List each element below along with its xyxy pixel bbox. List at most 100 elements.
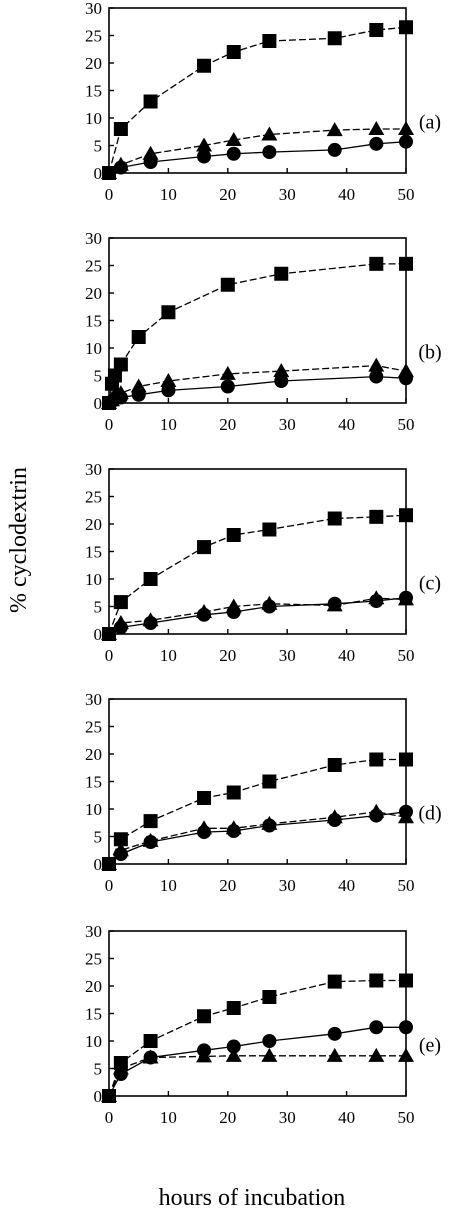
triangle-marker: [326, 122, 343, 137]
square-marker: [399, 508, 413, 523]
square-marker: [262, 774, 277, 789]
triangle-marker: [368, 1047, 385, 1062]
y-tick-label: 0: [94, 625, 103, 644]
square-marker: [107, 368, 122, 383]
y-tick-label: 5: [94, 598, 103, 617]
y-tick-label: 0: [94, 1087, 103, 1106]
square-marker: [197, 1009, 212, 1024]
circle-marker: [262, 818, 277, 833]
y-tick-label: 30: [85, 229, 102, 248]
square-marker: [262, 990, 277, 1004]
triangle-marker: [196, 137, 213, 152]
y-tick-label: 15: [85, 1005, 102, 1024]
panel-label: (b): [418, 341, 441, 363]
panel-label: (e): [419, 1034, 441, 1056]
triangle-marker: [130, 378, 147, 393]
triangle-marker: [398, 1047, 414, 1062]
x-tick-label: 0: [105, 646, 114, 665]
x-tick-label: 30: [279, 185, 296, 204]
square-marker: [369, 752, 384, 767]
triangle-marker: [368, 121, 385, 135]
panel-4: 0 5 10 15 20 25 30 0 10 20 30 40 50 (d): [85, 690, 442, 895]
triangle-marker: [219, 365, 236, 380]
x-tick-label: 20: [219, 415, 236, 434]
circle-marker: [102, 857, 116, 871]
y-tick-label: 30: [85, 0, 102, 18]
square-marker: [369, 973, 384, 988]
x-tick-label: 50: [398, 646, 415, 665]
square-marker: [197, 58, 212, 73]
square-marker: [327, 758, 342, 772]
y-tick-label: 15: [85, 312, 102, 331]
triangle-marker: [101, 1088, 117, 1102]
square-marker: [197, 791, 212, 805]
circle-marker: [197, 607, 212, 622]
panel-label: (c): [419, 572, 441, 594]
triangle-marker: [261, 1047, 278, 1062]
circle-marker: [399, 590, 413, 605]
triangle-marker: [261, 126, 278, 141]
y-tick-label: 25: [85, 718, 102, 737]
y-tick-label: 10: [85, 1032, 102, 1051]
y-tick-label: 25: [85, 950, 102, 969]
x-tick-label: 10: [160, 185, 177, 204]
circle-marker: [143, 155, 158, 169]
y-tick-label: 0: [94, 164, 103, 183]
x-tick-label: 40: [338, 185, 355, 204]
square-marker: [262, 34, 277, 48]
circle-marker: [143, 616, 158, 630]
square-marker: [226, 45, 241, 59]
y-tick-label: 10: [85, 800, 102, 819]
square-marker: [262, 522, 277, 537]
y-tick-label: 30: [85, 460, 102, 479]
square-marker: [113, 595, 128, 610]
triangle-marker: [196, 1048, 213, 1063]
x-tick-label: 0: [105, 415, 114, 434]
plot-frame: [108, 930, 407, 1097]
y-tick-label: 25: [85, 488, 102, 507]
square-marker: [113, 832, 128, 847]
x-tick-label: 0: [105, 185, 114, 204]
x-tick-label: 40: [338, 1108, 355, 1127]
y-tick-label: 5: [94, 828, 103, 847]
square-marker: [113, 357, 128, 372]
circle-marker: [113, 847, 128, 862]
x-tick-label: 20: [219, 646, 236, 665]
square-marker: [399, 752, 413, 767]
x-tick-label: 30: [279, 646, 296, 665]
y-tick-label: 0: [94, 855, 103, 874]
circle-marker: [197, 149, 212, 164]
circle-marker: [262, 1034, 277, 1048]
x-tick-label: 20: [219, 185, 236, 204]
panel-3: 0 5 10 15 20 25 30 0 10 20 30 40 50 (c): [85, 460, 441, 665]
y-tick-label: 15: [85, 82, 102, 101]
panel-5: 0 5 10 15 20 25 30 0 10 20 30 40 50 (e): [85, 922, 441, 1127]
circle-marker: [399, 134, 413, 149]
square-marker: [143, 814, 158, 829]
square-series-line: [108, 263, 406, 404]
y-tick-label: 5: [94, 1060, 103, 1079]
x-tick-label: 20: [219, 876, 236, 895]
circle-marker: [399, 1020, 413, 1035]
x-tick-label: 30: [279, 1108, 296, 1127]
square-marker: [226, 528, 241, 542]
y-tick-label: 25: [85, 257, 102, 276]
panel-label: (d): [418, 802, 441, 824]
x-tick-label: 10: [160, 1108, 177, 1127]
square-marker: [226, 1001, 241, 1015]
circle-marker: [369, 136, 384, 151]
circle-marker: [369, 369, 384, 384]
triangle-marker: [225, 132, 242, 146]
square-marker: [274, 266, 289, 281]
square-marker: [226, 785, 241, 800]
y-tick-label: 30: [85, 690, 102, 709]
triangle-marker: [225, 1047, 242, 1062]
x-tick-label: 20: [219, 1108, 236, 1127]
x-tick-label: 40: [338, 646, 355, 665]
panel-1: 0 5 10 15 20 25 30 0 10 20 30 40 50 (a): [85, 0, 441, 204]
triangle-marker: [160, 373, 177, 387]
circle-marker: [226, 146, 241, 161]
triangle-marker: [398, 121, 414, 135]
circle-marker: [327, 142, 342, 157]
